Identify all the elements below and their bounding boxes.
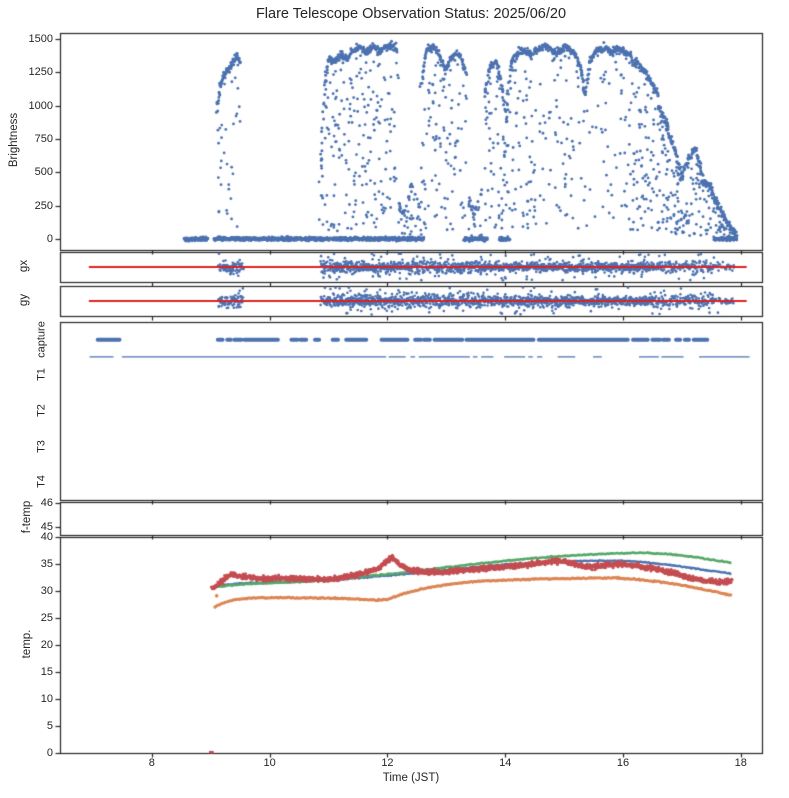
chart-title: Flare Telescope Observation Status: 2025…	[255, 6, 567, 22]
x-tick-label: 16	[616, 757, 630, 769]
y-tick-label: 15	[40, 666, 53, 678]
y-tick-label: 1000	[28, 99, 53, 112]
y-tick-label: 10	[40, 693, 53, 705]
y-tick-label: 750	[34, 133, 53, 145]
y-tick-label: 1250	[28, 66, 53, 79]
y-tick-label: 500	[34, 166, 53, 179]
x-tick-label: 10	[263, 757, 276, 769]
y-tick-label: 30	[40, 585, 53, 597]
y-tick-label: 25	[40, 612, 53, 624]
ylabel-gy: gy	[18, 293, 30, 307]
y-tick-label: 20	[40, 639, 53, 651]
y-tick-label: 46	[40, 497, 53, 510]
y-tick-label: 5	[46, 720, 53, 732]
y-tick-label: 250	[34, 199, 53, 212]
x-axis-label: Time (JST)	[382, 772, 440, 784]
y-tick-label: 1500	[28, 33, 53, 45]
x-tick-label: 12	[381, 757, 394, 769]
y-tick-label: 0	[46, 747, 53, 759]
y-tick-label: 35	[40, 558, 53, 570]
y-tick-label: 40	[40, 531, 53, 543]
x-tick-label: 18	[734, 757, 747, 769]
x-tick-label: 8	[148, 757, 155, 769]
y-tick-label: 0	[46, 233, 53, 245]
category-label-T4: T4	[35, 475, 48, 489]
y-tick-label: 45	[40, 521, 53, 534]
x-tick-label: 14	[499, 757, 512, 769]
